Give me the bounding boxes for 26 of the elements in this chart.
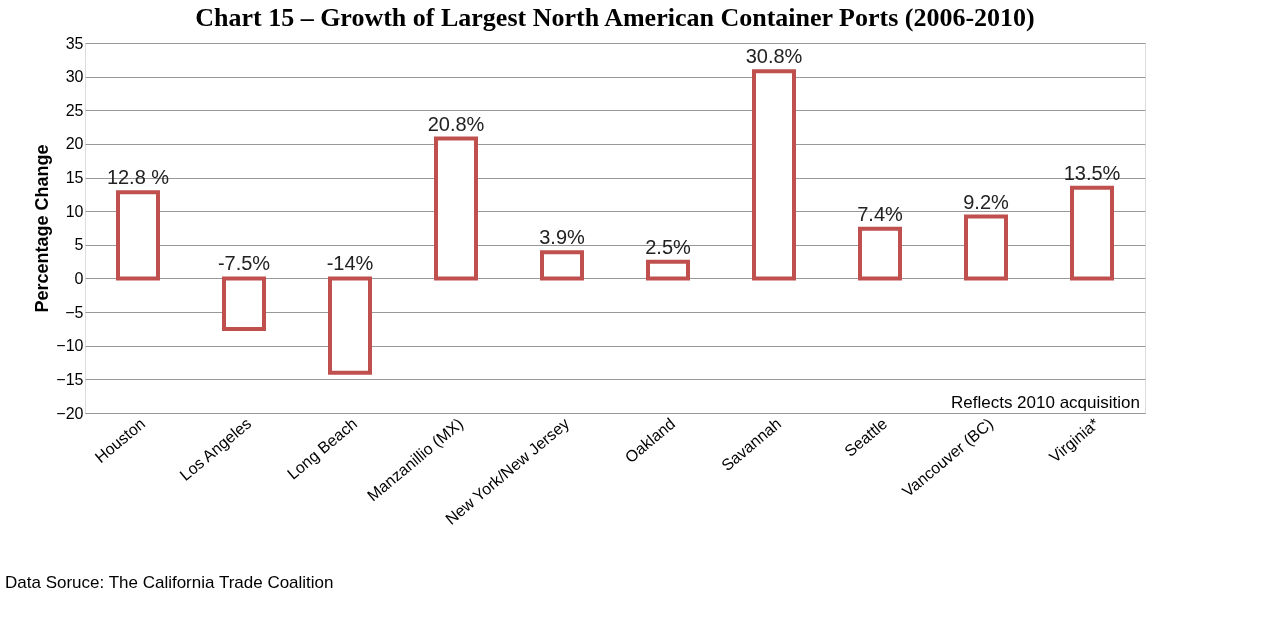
y-tick-label: 30	[65, 68, 84, 86]
y-tick-label: 25	[65, 101, 84, 119]
y-tick-label: −15	[56, 370, 84, 388]
annotation: Reflects 2010 acquisition	[950, 393, 1140, 412]
y-tick-label: −5	[65, 303, 84, 321]
y-axis-title: Percentage Change	[32, 144, 53, 313]
data-label: 30.8%	[745, 45, 803, 68]
y-tick-label: 15	[65, 169, 84, 187]
chart-title: Chart 15 – Growth of Largest North American Container Ports (2006-2010)	[195, 3, 1035, 32]
y-tick-label: 35	[65, 34, 84, 52]
y-tick-label: −10	[56, 337, 84, 355]
data-label: 2.5%	[645, 235, 692, 258]
text: Data Soruce: The California Trade Coalition	[5, 573, 334, 592]
y-tick-label: 20	[65, 135, 84, 153]
data-label: 20.8%	[427, 112, 485, 135]
data-label: 3.9%	[539, 226, 586, 249]
data-label: 12.8 %	[106, 166, 170, 189]
data-label: 13.5%	[1063, 161, 1121, 184]
data-label: 9.2%	[963, 190, 1010, 213]
data-label: 7.4%	[857, 202, 904, 225]
y-tick-label: 10	[65, 202, 84, 220]
y-tick-label: −20	[56, 404, 84, 422]
data-label: -7.5%	[217, 252, 271, 275]
y-tick-label: 0	[74, 269, 84, 287]
y-tick-label: 5	[74, 236, 84, 254]
data-label: -14%	[326, 252, 374, 275]
